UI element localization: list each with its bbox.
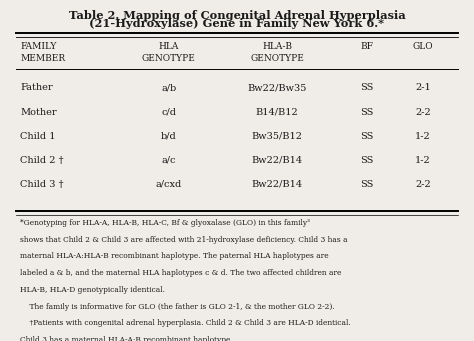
Text: 2-2: 2-2 bbox=[415, 180, 431, 189]
Text: SS: SS bbox=[360, 155, 373, 165]
Text: SS: SS bbox=[360, 132, 373, 140]
Text: shows that Child 2 & Child 3 are affected with 21-hydroxylase deficiency. Child : shows that Child 2 & Child 3 are affecte… bbox=[20, 236, 348, 244]
Text: Mother: Mother bbox=[20, 107, 57, 117]
Text: SS: SS bbox=[360, 107, 373, 117]
Text: labeled a & b, and the maternal HLA haplotypes c & d. The two affected children : labeled a & b, and the maternal HLA hapl… bbox=[20, 269, 342, 277]
Text: c/d: c/d bbox=[161, 107, 176, 117]
Text: b/d: b/d bbox=[161, 132, 176, 140]
Text: SS: SS bbox=[360, 84, 373, 92]
Text: Child 3 †: Child 3 † bbox=[20, 180, 64, 189]
Text: Child 2 †: Child 2 † bbox=[20, 155, 64, 165]
Text: B14/B12: B14/B12 bbox=[255, 107, 299, 117]
Text: maternal HLA-A:HLA-B recombinant haplotype. The paternal HLA haplotypes are: maternal HLA-A:HLA-B recombinant haploty… bbox=[20, 252, 329, 261]
Text: SS: SS bbox=[360, 180, 373, 189]
Text: a/c: a/c bbox=[162, 155, 176, 165]
Text: a/cxd: a/cxd bbox=[155, 180, 182, 189]
Text: Bw22/Bw35: Bw22/Bw35 bbox=[247, 84, 307, 92]
Text: HLA-B, HLA-D genotypically identical.: HLA-B, HLA-D genotypically identical. bbox=[20, 286, 165, 294]
Text: a/b: a/b bbox=[161, 84, 176, 92]
Text: FAMILY
MEMBER: FAMILY MEMBER bbox=[20, 42, 65, 62]
Text: Table 2. Mapping of Congenital Adrenal Hyperplasia: Table 2. Mapping of Congenital Adrenal H… bbox=[69, 10, 405, 21]
Text: Child 1: Child 1 bbox=[20, 132, 56, 140]
Text: 2-1: 2-1 bbox=[415, 84, 431, 92]
Text: Father: Father bbox=[20, 84, 53, 92]
Text: Bw22/B14: Bw22/B14 bbox=[252, 180, 302, 189]
Text: 2-2: 2-2 bbox=[415, 107, 431, 117]
Text: HLA-B
GENOTYPE: HLA-B GENOTYPE bbox=[250, 42, 304, 62]
Text: HLA
GENOTYPE: HLA GENOTYPE bbox=[142, 42, 196, 62]
Text: 1-2: 1-2 bbox=[415, 132, 431, 140]
Text: GLO: GLO bbox=[413, 42, 433, 51]
Text: †Patients with congenital adrenal hyperplasia. Child 2 & Child 3 are HLA-D ident: †Patients with congenital adrenal hyperp… bbox=[20, 319, 351, 327]
Text: Bw22/B14: Bw22/B14 bbox=[252, 155, 302, 165]
Text: Child 3 has a maternal HLA-A:B recombinant haplotype.: Child 3 has a maternal HLA-A:B recombina… bbox=[20, 336, 233, 341]
Text: The family is informative for GLO (the father is GLO 2-1, & the mother GLO 2-2).: The family is informative for GLO (the f… bbox=[20, 302, 335, 311]
Text: 1-2: 1-2 bbox=[415, 155, 431, 165]
Text: (21-Hydroxylase) Gene in Family New York 6.*: (21-Hydroxylase) Gene in Family New York… bbox=[90, 18, 384, 29]
Text: *Genotyping for HLA-A, HLA-B, HLA-C, Bf & glyoxalase (GLO) in this family³: *Genotyping for HLA-A, HLA-B, HLA-C, Bf … bbox=[20, 219, 310, 227]
Text: BF: BF bbox=[360, 42, 373, 51]
Text: Bw35/B12: Bw35/B12 bbox=[252, 132, 302, 140]
